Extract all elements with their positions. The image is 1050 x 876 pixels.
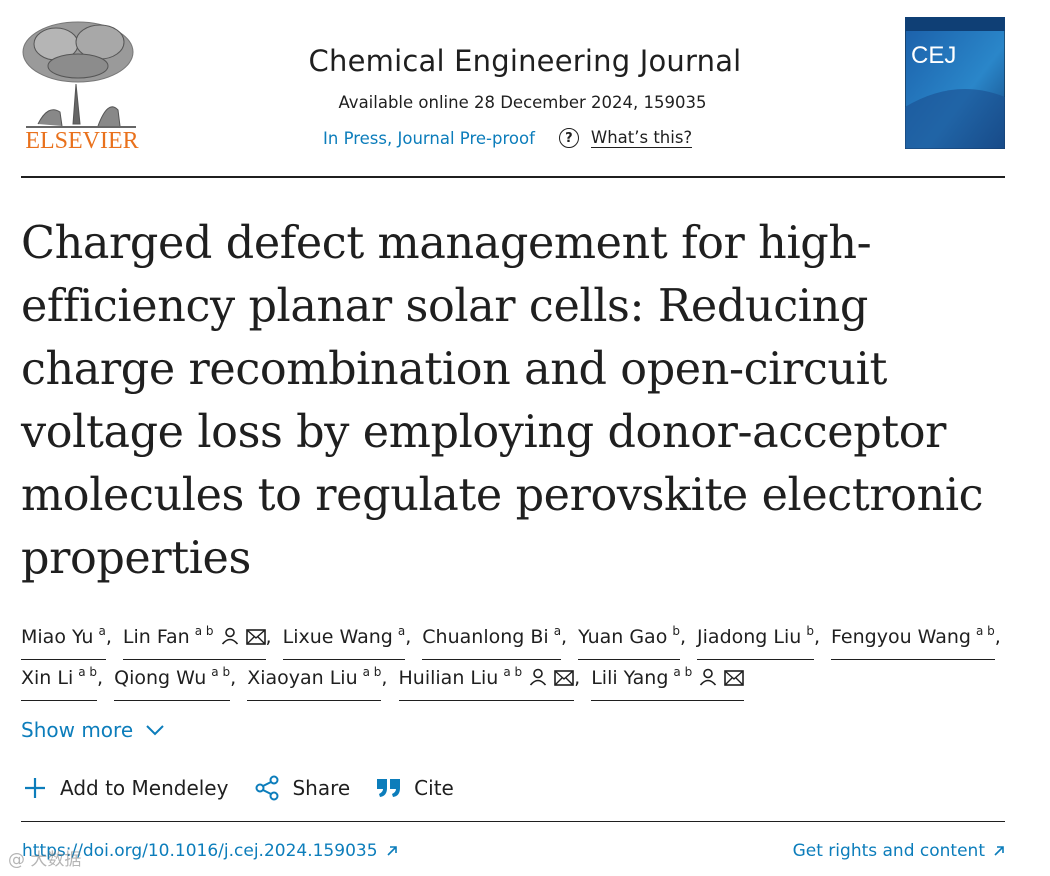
elsevier-logo[interactable]: ELSEVIER	[18, 14, 146, 154]
add-to-mendeley-button[interactable]: Add to Mendeley	[22, 775, 228, 801]
author-item: Lixue Wang a,	[282, 619, 417, 660]
author-separator: ,	[679, 626, 686, 648]
availability-info: Available online 28 December 2024, 15903…	[338, 93, 707, 112]
author-name: Lin Fan	[122, 626, 190, 648]
mendeley-label: Add to Mendeley	[60, 776, 229, 800]
author-link[interactable]: Huilian Liu a b	[398, 660, 575, 701]
author-item: Qiong Wu a b,	[114, 660, 241, 701]
header-divider	[21, 176, 1005, 178]
author-item: Lin Fan a b,	[122, 619, 277, 660]
affiliation-marker: a b	[78, 665, 98, 679]
author-separator: ,	[813, 626, 820, 648]
author-name: Xin Li	[21, 667, 74, 689]
rights-link[interactable]: Get rights and content	[793, 841, 1005, 861]
author-name: Miao Yu	[21, 626, 94, 648]
author-item: Huilian Liu a b,	[398, 660, 586, 701]
author-link[interactable]: Chuanlong Bi a	[422, 619, 562, 660]
affiliation-marker: a b	[362, 665, 382, 679]
author-list: Miao Yu a, Lin Fan a b, Lixue Wang a, Chuan…	[21, 619, 1021, 701]
journal-cover-image[interactable]: CEJ	[904, 16, 1006, 150]
external-link-icon	[386, 846, 397, 856]
author-separator: ,	[230, 667, 237, 689]
author-separator: ,	[561, 626, 568, 648]
publisher-wordmark: ELSEVIER	[25, 128, 138, 154]
article-status-row: In Press, Journal Pre-proof ? What’s thi…	[323, 125, 693, 151]
author-name: Lili Yang	[591, 667, 669, 689]
envelope-icon	[554, 662, 574, 698]
author-link[interactable]: Lixue Wang a	[282, 619, 406, 660]
affiliation-marker: a b	[194, 624, 214, 638]
author-separator: ,	[97, 667, 104, 689]
doi-link[interactable]: https://doi.org/10.1016/j.cej.2024.15903…	[22, 841, 398, 861]
journal-name[interactable]: Chemical Engineering Journal	[308, 44, 742, 78]
author-name: Jiadong Liu	[697, 626, 802, 648]
affiliation-marker: b	[806, 624, 814, 638]
person-icon	[529, 662, 547, 698]
affiliation-marker: a b	[975, 624, 995, 638]
article-title: Charged defect management for high-effic…	[21, 218, 984, 584]
watermark: @ 大数据	[8, 850, 82, 870]
author-item: Xiaoyan Liu a b,	[247, 660, 392, 701]
question-icon: ?	[558, 128, 579, 148]
in-press-link[interactable]: In Press, Journal Pre-proof	[323, 128, 535, 148]
author-link[interactable]: Lili Yang a b	[591, 660, 745, 701]
author-separator: ,	[381, 667, 388, 689]
share-label: Share	[292, 776, 351, 800]
cite-label: Cite	[414, 776, 454, 800]
cover-abbrev: CEJ	[911, 42, 956, 69]
envelope-icon	[724, 662, 745, 698]
doi-text: https://doi.org/10.1016/j.cej.2024.15903…	[22, 841, 378, 861]
author-name: Lixue Wang	[282, 626, 393, 648]
author-separator: ,	[994, 626, 1001, 648]
whats-this-button[interactable]: ? What’s this?	[558, 128, 693, 148]
author-separator: ,	[574, 667, 581, 689]
affiliation-marker: a b	[503, 665, 523, 679]
article-actions: Add to Mendeley Share Cite	[22, 775, 480, 801]
whats-this-label: What’s this?	[590, 128, 693, 148]
plus-icon	[25, 778, 45, 798]
show-more-label: Show more	[21, 718, 134, 742]
author-separator: ,	[265, 626, 272, 648]
affiliation-marker: b	[672, 624, 680, 638]
tree-of-knowledge-emblem	[22, 21, 136, 128]
share-button[interactable]: Share	[254, 775, 350, 801]
cite-button[interactable]: Cite	[376, 776, 454, 800]
author-name: Chuanlong Bi	[422, 626, 549, 648]
affiliation-marker: a	[98, 624, 106, 638]
affiliation-marker: a b	[673, 665, 693, 679]
author-item: Fengyou Wang a b,	[831, 619, 1006, 660]
share-icon	[255, 775, 279, 801]
author-item: Jiadong Liu b,	[697, 619, 825, 660]
author-separator: ,	[405, 626, 412, 648]
author-name: Yuan Gao	[578, 626, 668, 648]
rights-text: Get rights and content	[792, 841, 985, 861]
affiliation-marker: a	[397, 624, 406, 638]
author-link[interactable]: Qiong Wu a b	[114, 660, 231, 701]
affiliation-marker: a	[553, 624, 562, 638]
author-name: Huilian Liu	[398, 667, 499, 689]
chevron-down-icon	[146, 725, 164, 736]
person-icon	[699, 662, 717, 698]
author-link[interactable]: Lin Fan a b	[122, 619, 266, 660]
affiliation-marker: a b	[211, 665, 231, 679]
author-name: Fengyou Wang	[831, 626, 971, 648]
author-link[interactable]: Yuan Gao b	[578, 619, 680, 660]
author-link[interactable]: Xiaoyan Liu a b	[247, 660, 382, 701]
author-link[interactable]: Jiadong Liu b	[697, 619, 814, 660]
envelope-icon	[245, 621, 266, 657]
person-icon	[221, 621, 239, 657]
author-link[interactable]: Xin Li a b	[21, 660, 98, 701]
author-item: Miao Yu a,	[21, 619, 117, 660]
quote-icon	[377, 779, 401, 797]
author-name: Xiaoyan Liu	[247, 667, 358, 689]
show-more-button[interactable]: Show more	[21, 718, 165, 742]
author-item: Lili Yang a b	[591, 660, 745, 701]
actions-divider	[21, 821, 1005, 822]
author-separator: ,	[105, 626, 112, 648]
author-link[interactable]: Fengyou Wang a b	[831, 619, 995, 660]
author-name: Qiong Wu	[114, 667, 207, 689]
author-item: Xin Li a b,	[21, 660, 108, 701]
author-item: Chuanlong Bi a,	[422, 619, 572, 660]
external-link-icon	[994, 846, 1004, 856]
